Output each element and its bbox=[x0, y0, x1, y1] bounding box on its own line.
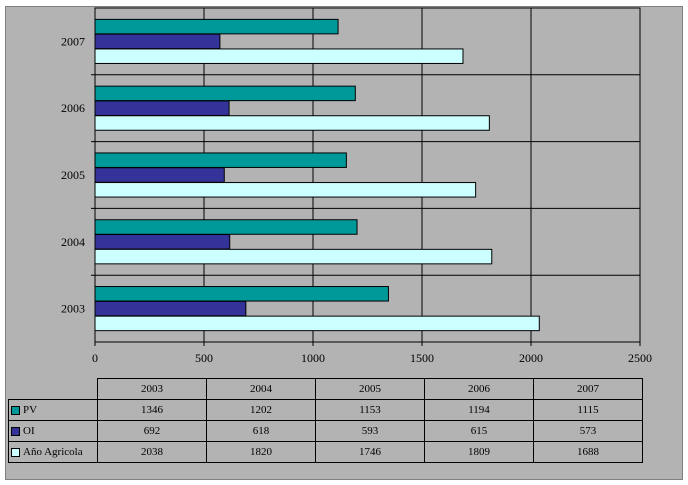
bar-a-o-agricola-2003 bbox=[94, 315, 540, 332]
table-cell: 1202 bbox=[206, 399, 316, 421]
table-cell: 593 bbox=[315, 420, 425, 442]
legend-label-ano-agricola: Año Agricola bbox=[23, 446, 83, 458]
table-cell: 692 bbox=[97, 420, 207, 442]
bar-oi-2007 bbox=[94, 33, 221, 50]
bar-a-o-agricola-2006 bbox=[94, 115, 490, 131]
bar-a-o-agricola-2007 bbox=[94, 48, 464, 64]
table-row-pv: PV 1346 1202 1153 1194 1115 bbox=[8, 399, 643, 421]
bar-oi-2003 bbox=[94, 300, 247, 317]
table-cell: 1194 bbox=[424, 399, 534, 421]
y-category-label: 2005 bbox=[61, 168, 85, 182]
table-cell: 615 bbox=[424, 420, 534, 442]
legend-swatch-pv bbox=[11, 405, 20, 415]
table-cell: 1820 bbox=[206, 441, 316, 463]
table-cell: 1746 bbox=[315, 441, 425, 463]
table-header-row: 2003 2004 2005 2006 2007 bbox=[9, 378, 643, 400]
legend-pv: PV bbox=[8, 399, 98, 421]
table-cell: 618 bbox=[206, 420, 316, 442]
legend-oi: OI bbox=[8, 420, 98, 442]
bar-pv-2007 bbox=[94, 18, 339, 35]
table-cell: 573 bbox=[533, 420, 643, 442]
bar-oi-2006 bbox=[94, 100, 230, 116]
legend-swatch-oi bbox=[11, 426, 20, 436]
table-header-cell: 2006 bbox=[424, 378, 534, 400]
table-cell: 1688 bbox=[533, 441, 643, 463]
x-tick-label: 2000 bbox=[519, 351, 543, 365]
bar-pv-2004 bbox=[94, 219, 358, 235]
bar-pv-2003 bbox=[94, 286, 389, 302]
table-cell: 1115 bbox=[533, 399, 643, 421]
bar-oi-2005 bbox=[94, 167, 225, 183]
legend-swatch-ano-agricola bbox=[11, 447, 20, 457]
table-row-oi: OI 692 618 593 615 573 bbox=[8, 420, 643, 442]
y-category-label: 2007 bbox=[61, 34, 85, 48]
table-cell: 2038 bbox=[97, 441, 207, 463]
table-header-cell: 2005 bbox=[315, 378, 425, 400]
legend-label-oi: OI bbox=[23, 425, 35, 437]
bar-oi-2004 bbox=[94, 234, 231, 250]
table-cell: 1153 bbox=[315, 399, 425, 421]
table-row-ano-agricola: Año Agricola 2038 1820 1746 1809 1688 bbox=[8, 441, 643, 463]
x-tick-label: 1000 bbox=[301, 351, 325, 365]
y-category-label: 2006 bbox=[61, 101, 85, 115]
x-tick-label: 500 bbox=[195, 351, 213, 365]
table-cell: 1809 bbox=[424, 441, 534, 463]
bar-pv-2005 bbox=[94, 152, 347, 168]
legend-ano-agricola: Año Agricola bbox=[8, 441, 98, 463]
table-corner bbox=[9, 379, 98, 400]
bar-pv-2006 bbox=[94, 85, 356, 102]
data-table: 2003 2004 2005 2006 2007 PV 1346 1202 11… bbox=[8, 378, 643, 463]
x-tick-label: 2500 bbox=[628, 351, 652, 365]
y-category-label: 2003 bbox=[61, 302, 85, 316]
x-tick-label: 0 bbox=[92, 351, 98, 365]
bar-a-o-agricola-2005 bbox=[94, 182, 477, 198]
table-cell: 1346 bbox=[97, 399, 207, 421]
table-header-cell: 2007 bbox=[533, 378, 643, 400]
bar-a-o-agricola-2004 bbox=[94, 248, 493, 265]
table-header-cell: 2003 bbox=[97, 378, 207, 400]
x-tick-label: 1500 bbox=[410, 351, 434, 365]
legend-label-pv: PV bbox=[23, 404, 38, 416]
y-category-label: 2004 bbox=[61, 235, 85, 249]
table-header-cell: 2004 bbox=[206, 378, 316, 400]
